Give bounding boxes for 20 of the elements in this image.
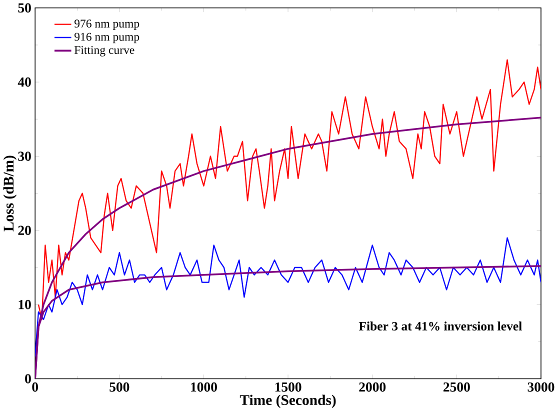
y-axis-title: Loss (dB/m)	[3, 156, 17, 232]
x-tick-label: 2500	[443, 382, 470, 392]
x-tick-label: 500	[110, 382, 130, 392]
y-tick-label: 40	[18, 77, 31, 87]
x-tick-label: 3000	[528, 382, 554, 392]
x-tick-label: 0	[32, 382, 38, 392]
legend-label: 916 nm pump	[74, 32, 140, 44]
annotation: Fiber 3 at 41% inversion level	[358, 321, 522, 330]
x-tick-label: 1000	[191, 382, 217, 392]
y-tick-label: 50	[18, 3, 31, 12]
legend-label: Fitting curve	[74, 46, 134, 56]
y-tick-label: 30	[18, 151, 31, 161]
y-tick-label: 0	[25, 374, 31, 384]
x-axis-title: Time (Seconds)	[240, 394, 336, 408]
x-tick-label: 2000	[359, 382, 386, 392]
y-tick-label: 10	[18, 300, 31, 310]
line-series	[35, 237, 541, 357]
legend-label: 976 nm pump	[74, 19, 140, 30]
y-tick-label: 20	[18, 226, 31, 235]
x-tick-label: 1500	[275, 382, 302, 392]
